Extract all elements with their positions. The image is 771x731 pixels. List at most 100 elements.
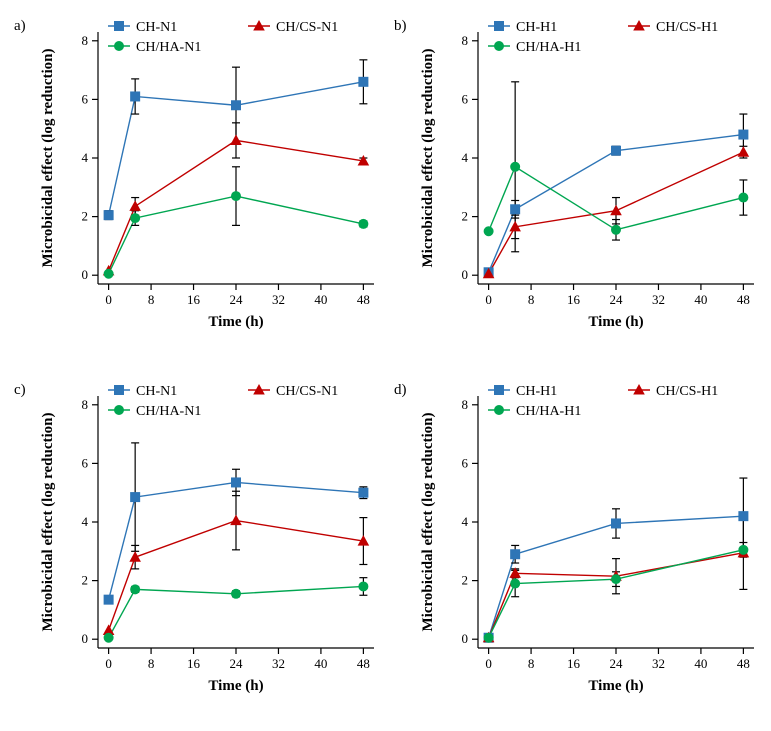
legend-label-b-1: CH/CS-H1 — [656, 20, 718, 35]
data-point-c-2-1 — [131, 585, 140, 594]
data-point-a-0-2 — [232, 101, 241, 110]
x-tick-label-c: 0 — [105, 656, 112, 671]
legend-label-b-0: CH-H1 — [516, 20, 557, 35]
x-axis-title-b: Time (h) — [588, 314, 643, 330]
legend-label-d-1: CH/CS-H1 — [656, 384, 718, 399]
y-tick-label-a: 2 — [82, 209, 89, 224]
chart-svg-b: CH-H1CH/CS-H1CH/HA-H108162432404802468Ti… — [390, 6, 761, 356]
data-point-c-2-3 — [359, 582, 368, 591]
y-tick-label-d: 4 — [462, 514, 469, 529]
data-point-d-2-2 — [612, 575, 621, 584]
data-point-d-2-1 — [511, 579, 520, 588]
y-axis-title-b: Microbicidal effect (log reduction) — [420, 49, 436, 268]
chart-panel-c: c) CH-N1CH/CS-N1CH/HA-N10816243240480246… — [10, 370, 381, 720]
chart-svg-a: CH-N1CH/CS-N1CH/HA-N108162432404802468Ti… — [10, 6, 381, 356]
data-point-b-0-1 — [511, 205, 520, 214]
y-tick-label-c: 2 — [82, 573, 89, 588]
x-tick-label-a: 8 — [148, 292, 155, 307]
x-tick-label-b: 40 — [694, 292, 707, 307]
y-axis-title-d: Microbicidal effect (log reduction) — [420, 413, 436, 632]
data-point-a-0-3 — [359, 77, 368, 86]
y-tick-label-b: 2 — [462, 209, 469, 224]
x-tick-label-b: 0 — [485, 292, 492, 307]
x-tick-label-c: 32 — [272, 656, 285, 671]
x-tick-label-a: 16 — [187, 292, 201, 307]
y-tick-label-c: 4 — [82, 514, 89, 529]
y-axis-title-a: Microbicidal effect (log reduction) — [40, 49, 56, 268]
legend-marker-d-2 — [495, 406, 504, 415]
data-point-a-2-3 — [359, 219, 368, 228]
y-tick-label-c: 6 — [82, 455, 89, 470]
x-tick-label-b: 24 — [610, 292, 624, 307]
y-tick-label-a: 8 — [82, 33, 89, 48]
data-point-b-1-2 — [611, 206, 621, 215]
x-tick-label-a: 24 — [230, 292, 244, 307]
y-tick-label-d: 2 — [462, 573, 469, 588]
x-tick-label-c: 40 — [314, 656, 327, 671]
data-point-b-0-2 — [612, 146, 621, 155]
data-point-b-1-3 — [738, 147, 748, 156]
x-tick-label-c: 48 — [357, 656, 370, 671]
legend-label-c-2: CH/HA-N1 — [136, 404, 201, 419]
legend-marker-a-0 — [115, 22, 124, 31]
data-point-a-0-0 — [104, 211, 113, 220]
x-tick-label-a: 0 — [105, 292, 112, 307]
x-tick-label-d: 48 — [737, 656, 750, 671]
y-tick-label-b: 6 — [462, 91, 469, 106]
x-tick-label-d: 0 — [485, 656, 492, 671]
data-point-b-0-3 — [739, 130, 748, 139]
data-point-c-1-2 — [231, 516, 241, 525]
data-point-a-1-1 — [130, 201, 140, 210]
legend-label-a-0: CH-N1 — [136, 20, 177, 35]
data-point-c-0-2 — [232, 478, 241, 487]
x-tick-label-b: 48 — [737, 292, 750, 307]
data-point-b-2-1 — [511, 162, 520, 171]
y-tick-label-d: 6 — [462, 455, 469, 470]
x-tick-label-d: 40 — [694, 656, 707, 671]
chart-panel-a: a) CH-N1CH/CS-N1CH/HA-N10816243240480246… — [10, 6, 381, 356]
x-tick-label-d: 32 — [652, 656, 665, 671]
x-tick-label-d: 16 — [567, 656, 581, 671]
data-point-a-0-1 — [131, 92, 140, 101]
x-tick-label-c: 16 — [187, 656, 201, 671]
y-tick-label-c: 8 — [82, 397, 89, 412]
data-point-c-2-2 — [232, 589, 241, 598]
data-point-d-0-1 — [511, 550, 520, 559]
panel-label-b: b) — [394, 18, 407, 35]
y-tick-label-b: 4 — [462, 150, 469, 165]
data-point-c-0-1 — [131, 493, 140, 502]
chart-svg-d: CH-H1CH/CS-H1CH/HA-H108162432404802468Ti… — [390, 370, 761, 720]
data-point-d-0-3 — [739, 512, 748, 521]
x-tick-label-b: 16 — [567, 292, 581, 307]
y-tick-label-d: 0 — [462, 631, 469, 646]
data-point-d-2-3 — [739, 545, 748, 554]
data-point-d-2-0 — [484, 633, 493, 642]
x-axis-title-a: Time (h) — [208, 314, 263, 330]
data-point-c-0-0 — [104, 595, 113, 604]
data-point-b-2-2 — [612, 225, 621, 234]
y-tick-label-a: 4 — [82, 150, 89, 165]
data-point-a-1-2 — [231, 135, 241, 144]
x-tick-label-c: 24 — [230, 656, 244, 671]
y-tick-label-d: 8 — [462, 397, 469, 412]
legend-label-c-0: CH-N1 — [136, 384, 177, 399]
data-point-b-2-0 — [484, 227, 493, 236]
legend-label-a-1: CH/CS-N1 — [276, 20, 338, 35]
x-tick-label-d: 24 — [610, 656, 624, 671]
data-point-b-2-3 — [739, 193, 748, 202]
legend-label-a-2: CH/HA-N1 — [136, 40, 201, 55]
panel-label-a: a) — [14, 18, 26, 35]
y-tick-label-a: 6 — [82, 91, 89, 106]
legend-marker-b-2 — [495, 42, 504, 51]
data-point-d-0-2 — [612, 519, 621, 528]
legend-label-d-2: CH/HA-H1 — [516, 404, 581, 419]
data-point-a-2-1 — [131, 214, 140, 223]
x-axis-title-c: Time (h) — [208, 678, 263, 694]
panel-label-c: c) — [14, 382, 26, 399]
x-tick-label-b: 32 — [652, 292, 665, 307]
legend-label-c-1: CH/CS-N1 — [276, 384, 338, 399]
x-tick-label-c: 8 — [148, 656, 155, 671]
chart-svg-c: CH-N1CH/CS-N1CH/HA-N108162432404802468Ti… — [10, 370, 381, 720]
panel-label-d: d) — [394, 382, 407, 399]
legend-marker-d-0 — [495, 386, 504, 395]
